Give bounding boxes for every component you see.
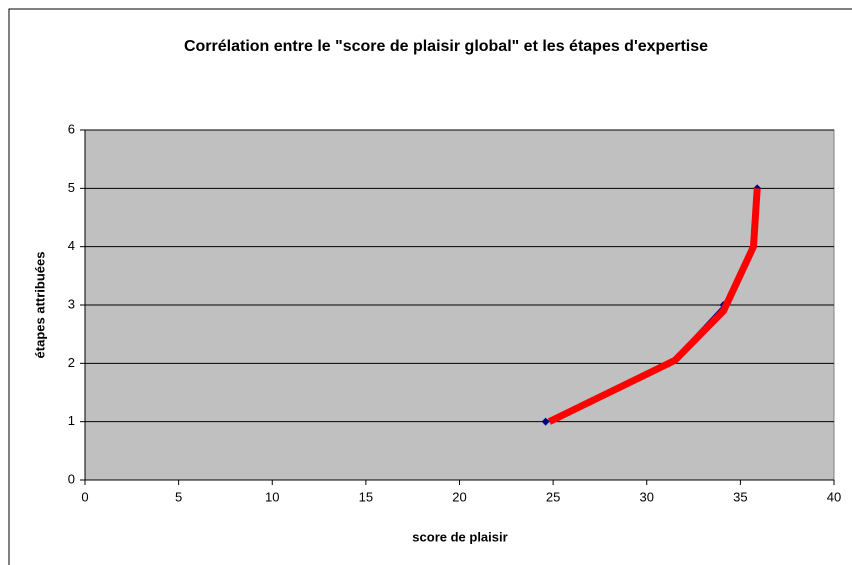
y-tick-label: 6: [68, 121, 75, 136]
x-tick-label: 25: [546, 489, 560, 504]
y-tick-label: 5: [68, 180, 75, 195]
x-tick-label: 20: [452, 489, 466, 504]
y-tick-label: 1: [68, 413, 75, 428]
y-tick-label: 2: [68, 355, 75, 370]
chart-title: Corrélation entre le "score de plaisir g…: [183, 38, 709, 55]
marker: [541, 417, 550, 426]
y-tick-label: 0: [68, 471, 75, 486]
x-tick-label: 30: [640, 489, 654, 504]
x-tick-label: 5: [175, 489, 182, 504]
x-axis-label: score de plaisir: [412, 529, 507, 544]
series-line: [547, 188, 761, 425]
x-tick-label: 40: [827, 489, 841, 504]
x-tick-label: 10: [265, 489, 279, 504]
x-tick-label: 0: [81, 489, 88, 504]
y-axis-label: étapes attribuées: [32, 252, 47, 359]
y-tick-label: 4: [68, 238, 75, 253]
y-tick-label: 3: [68, 296, 75, 311]
x-tick-label: 15: [359, 489, 373, 504]
x-tick-label: 35: [733, 489, 747, 504]
